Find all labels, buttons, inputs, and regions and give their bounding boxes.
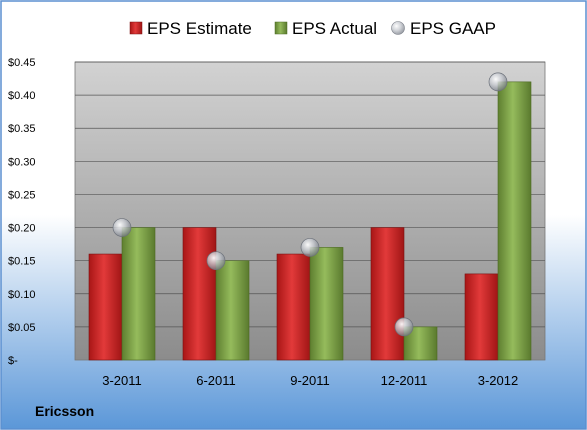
legend-label-eps-actual: EPS Actual	[292, 19, 377, 38]
marker-eps-gaap	[300, 238, 320, 257]
x-tick-label: 3-2012	[478, 373, 518, 388]
marker-eps-gaap	[394, 317, 414, 337]
bar-eps-estimate	[370, 227, 405, 361]
bar-eps-actual	[121, 227, 156, 361]
y-tick-label: $0.25	[8, 189, 36, 201]
legend: EPS Estimate EPS Actual EPS GAAP	[129, 19, 496, 38]
legend-swatch-eps-estimate	[129, 21, 143, 35]
gaap-markers	[112, 72, 508, 337]
legend-label-eps-estimate: EPS Estimate	[147, 19, 252, 38]
bars	[88, 81, 532, 361]
bar-eps-actual	[497, 81, 532, 361]
y-tick-label: $0.05	[8, 322, 36, 334]
bar-eps-actual	[215, 260, 250, 361]
bar-eps-actual	[309, 247, 344, 361]
x-tick-label: 12-2011	[381, 373, 428, 388]
y-tick-label: $0.20	[8, 223, 36, 235]
marker-eps-gaap	[112, 218, 132, 237]
marker-eps-gaap	[206, 251, 226, 271]
company-name: Ericsson	[35, 403, 94, 419]
legend-swatch-eps-actual	[274, 21, 288, 35]
y-tick-label: $0.35	[8, 123, 36, 135]
bar-eps-estimate	[276, 253, 311, 361]
x-tick-label: 9-2011	[290, 373, 330, 388]
y-tick-label: $0.45	[8, 57, 36, 69]
y-axis: $- $0.05 $0.10 $0.15 $0.20 $0.25 $0.30 $0.35 $0.…	[8, 57, 36, 367]
y-tick-label: $0.30	[8, 156, 36, 168]
x-tick-label: 6-2011	[196, 373, 236, 388]
legend-label-eps-gaap: EPS GAAP	[410, 19, 496, 38]
y-tick-label: $0.40	[8, 90, 36, 102]
marker-eps-gaap	[488, 72, 508, 92]
y-tick-label: $0.15	[8, 256, 36, 268]
y-tick-label: $-	[8, 355, 18, 367]
x-axis: 3-2011 6-2011 9-2011 12-2011 3-2012	[102, 373, 518, 388]
y-tick-label: $0.10	[8, 289, 36, 301]
bar-eps-estimate	[182, 227, 217, 361]
legend-swatch-eps-gaap	[391, 21, 405, 35]
bar-eps-estimate	[464, 273, 499, 361]
bar-eps-estimate	[88, 253, 123, 361]
x-tick-label: 3-2011	[102, 373, 142, 388]
